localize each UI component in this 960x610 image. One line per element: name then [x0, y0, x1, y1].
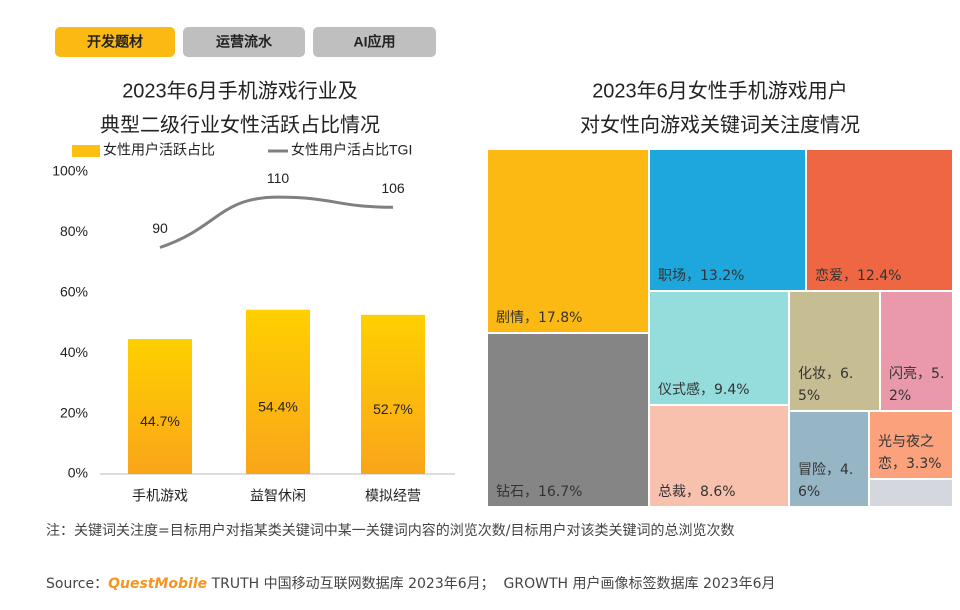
tab-bg	[313, 27, 436, 57]
bar-value-label: 54.4%	[258, 399, 298, 415]
bar	[361, 314, 425, 474]
treemap-label: 剧情，17.8%	[496, 310, 583, 326]
tab-label: AI应用	[354, 34, 396, 50]
tab-label: 运营流水	[216, 34, 273, 50]
source-brand: QuestMobile	[108, 576, 208, 592]
treemap-cell	[881, 292, 952, 410]
x-tick-label: 手机游戏	[132, 488, 188, 504]
tab-label: 开发题材	[87, 34, 143, 50]
legend-label: 女性用户活跃占比	[103, 142, 215, 158]
legend-swatch	[72, 145, 100, 157]
chart-title: 对女性向游戏关键词关注度情况	[580, 113, 860, 136]
treemap-filler	[870, 480, 952, 506]
y-tick-label: 40%	[60, 344, 88, 360]
treemap-label: 恋爱，12.4%	[815, 268, 902, 284]
bar	[128, 339, 192, 474]
tab[interactable]: 运营流水	[183, 27, 305, 57]
x-tick-label: 益智休闲	[250, 488, 306, 504]
tab[interactable]: 开发题材	[55, 27, 175, 57]
treemap-label: 职场，13.2%	[658, 268, 745, 284]
y-tick-label: 80%	[60, 223, 88, 239]
note: 注：关键词关注度=目标用户对指某类关键词中某一关键词内容的浏览次数/目标用户对该…	[46, 523, 735, 539]
treemap-cell	[650, 292, 788, 404]
y-tick-label: 100%	[52, 163, 88, 179]
treemap-cell	[650, 406, 788, 506]
source: Source：QuestMobile TRUTH 中国移动互联网数据库 2023…	[46, 573, 776, 593]
y-tick-label: 60%	[60, 284, 88, 300]
treemap-cell	[790, 292, 879, 410]
treemap-cell	[488, 150, 648, 332]
treemap-label: 冒险，4.6%	[798, 462, 854, 500]
treemap-label: 仪式感，9.4%	[658, 382, 750, 398]
treemap-label: 闪亮，5.2%	[889, 366, 945, 404]
tab-bg	[183, 27, 305, 57]
legend-label: 女性用户活占比TGI	[291, 142, 412, 158]
line	[159, 195, 394, 249]
line-value-label: 110	[267, 170, 290, 186]
treemap-cell	[790, 412, 868, 506]
x-tick-label: 模拟经营	[365, 488, 421, 504]
bar-value-label: 52.7%	[373, 401, 413, 417]
line-value-label: 106	[381, 180, 405, 196]
chart-title: 典型二级行业女性活跃占比情况	[100, 113, 380, 136]
treemap-label: 总裁，8.6%	[658, 484, 736, 500]
y-tick-label: 0%	[68, 465, 88, 481]
treemap-cell	[488, 334, 648, 506]
line-value-label: 90	[152, 220, 168, 236]
tab[interactable]: AI应用	[313, 27, 436, 57]
treemap-cell	[870, 412, 952, 478]
tab-bg	[55, 27, 175, 57]
treemap-label: 光与夜之恋，3.3%	[878, 434, 942, 472]
bar	[246, 309, 310, 474]
source-text: TRUTH 中国移动互联网数据库 2023年6月； GROWTH 用户画像标签数…	[207, 576, 776, 592]
chart-title: 2023年6月女性手机游戏用户	[592, 79, 848, 102]
treemap-cell	[807, 150, 952, 290]
source-prefix: Source：	[46, 576, 109, 592]
treemap-cell	[650, 150, 805, 290]
treemap-label: 化妆，6.5%	[798, 366, 854, 404]
bar-value-label: 44.7%	[140, 413, 180, 429]
y-tick-label: 20%	[60, 404, 88, 420]
treemap-label: 钻石，16.7%	[496, 484, 583, 500]
chart-title: 2023年6月手机游戏行业及	[122, 79, 358, 102]
